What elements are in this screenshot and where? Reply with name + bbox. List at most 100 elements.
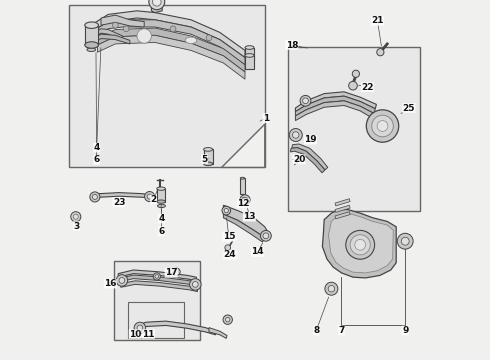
Circle shape <box>116 275 127 286</box>
Circle shape <box>123 26 129 32</box>
Circle shape <box>401 237 409 245</box>
Text: 10: 10 <box>129 330 142 338</box>
Polygon shape <box>98 35 245 79</box>
Circle shape <box>289 129 302 141</box>
Polygon shape <box>221 124 265 167</box>
Circle shape <box>352 70 360 77</box>
Circle shape <box>367 110 399 142</box>
Circle shape <box>263 233 269 239</box>
Bar <box>157 189 166 202</box>
Polygon shape <box>335 199 350 206</box>
Polygon shape <box>94 20 245 65</box>
Polygon shape <box>94 11 245 58</box>
Polygon shape <box>335 205 350 212</box>
Text: 7: 7 <box>338 326 344 335</box>
Circle shape <box>223 315 232 324</box>
Circle shape <box>190 279 201 290</box>
Circle shape <box>152 0 161 6</box>
Circle shape <box>261 230 271 241</box>
Circle shape <box>225 245 231 251</box>
Circle shape <box>350 235 370 255</box>
Polygon shape <box>92 193 151 200</box>
Circle shape <box>303 98 308 104</box>
Ellipse shape <box>245 54 254 57</box>
Bar <box>204 149 213 164</box>
Bar <box>245 55 254 69</box>
Ellipse shape <box>157 187 166 190</box>
Circle shape <box>113 22 118 28</box>
Polygon shape <box>295 101 374 121</box>
Text: 6: 6 <box>94 156 100 164</box>
Circle shape <box>92 194 98 199</box>
Bar <box>69 5 265 167</box>
Polygon shape <box>291 148 325 173</box>
Ellipse shape <box>240 177 245 179</box>
Text: 5: 5 <box>201 155 208 163</box>
Ellipse shape <box>245 46 254 49</box>
Polygon shape <box>98 28 245 72</box>
Bar <box>288 47 419 211</box>
Polygon shape <box>118 270 196 281</box>
Bar <box>245 48 254 61</box>
Polygon shape <box>335 212 350 219</box>
Ellipse shape <box>87 48 96 51</box>
Text: 15: 15 <box>222 233 235 242</box>
Text: 4: 4 <box>94 143 100 152</box>
Circle shape <box>90 192 100 202</box>
Polygon shape <box>101 15 144 27</box>
Circle shape <box>155 275 159 278</box>
Circle shape <box>153 273 160 280</box>
Circle shape <box>300 95 311 106</box>
Circle shape <box>173 268 180 275</box>
Circle shape <box>325 282 338 295</box>
Ellipse shape <box>204 148 213 151</box>
Polygon shape <box>223 214 266 242</box>
Circle shape <box>222 206 231 215</box>
Ellipse shape <box>157 204 166 207</box>
Text: 3: 3 <box>74 222 80 231</box>
Text: 11: 11 <box>142 330 155 338</box>
Text: 8: 8 <box>313 326 319 335</box>
Ellipse shape <box>185 37 197 44</box>
Bar <box>85 25 98 45</box>
Circle shape <box>397 233 413 249</box>
Circle shape <box>170 26 176 32</box>
Circle shape <box>206 35 212 41</box>
Text: 6: 6 <box>158 227 165 236</box>
Circle shape <box>119 278 125 283</box>
Circle shape <box>240 195 250 205</box>
Circle shape <box>328 285 335 292</box>
Text: 25: 25 <box>403 104 415 113</box>
Polygon shape <box>87 34 130 48</box>
Circle shape <box>346 230 374 259</box>
Circle shape <box>377 49 384 56</box>
Polygon shape <box>118 275 196 286</box>
Text: 4: 4 <box>158 214 165 223</box>
Circle shape <box>137 325 143 331</box>
Bar <box>128 302 184 338</box>
Circle shape <box>71 212 81 222</box>
Polygon shape <box>223 205 270 238</box>
Polygon shape <box>87 29 122 42</box>
Text: 14: 14 <box>251 248 264 256</box>
Text: 21: 21 <box>371 17 384 26</box>
Polygon shape <box>292 144 328 170</box>
Text: 12: 12 <box>237 199 249 208</box>
Circle shape <box>147 194 152 199</box>
Circle shape <box>293 132 299 138</box>
Text: 13: 13 <box>243 212 256 221</box>
Text: 20: 20 <box>293 155 305 163</box>
Text: 2: 2 <box>150 195 157 204</box>
Circle shape <box>224 208 228 213</box>
Circle shape <box>355 239 366 250</box>
Ellipse shape <box>85 42 98 48</box>
Text: 22: 22 <box>361 83 374 92</box>
Circle shape <box>349 81 357 90</box>
Circle shape <box>134 322 146 334</box>
Text: 19: 19 <box>304 135 317 144</box>
Polygon shape <box>322 210 396 278</box>
Bar <box>114 261 200 340</box>
Bar <box>240 178 245 194</box>
Ellipse shape <box>204 162 213 166</box>
Polygon shape <box>151 2 162 13</box>
